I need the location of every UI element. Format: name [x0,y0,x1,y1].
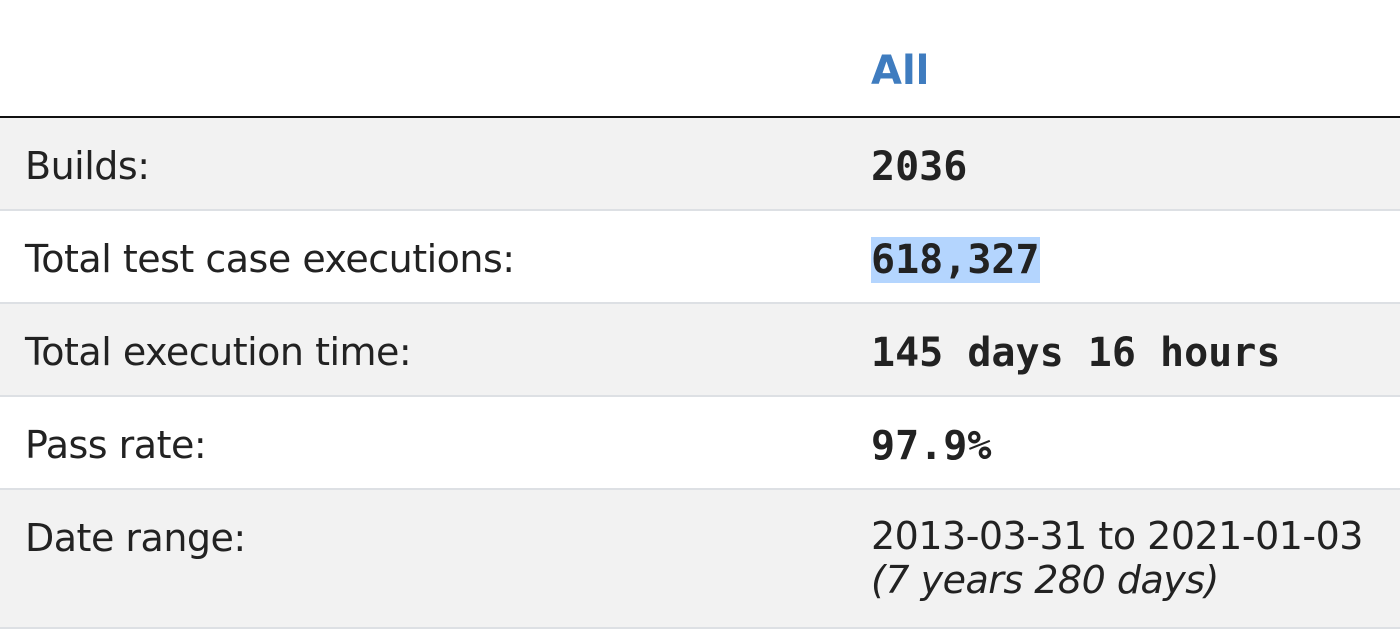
row-value: 618,327 [871,237,1040,283]
row-value: 2013-03-31 to 2021-01-03 [871,514,1363,558]
row-label: Pass rate: [25,423,207,467]
row-label: Total test case executions: [25,237,515,281]
row: Total test case executions: 618,327 [0,211,1400,304]
row-label: Date range: [25,516,246,560]
row-value: 97.9% [871,423,992,469]
header-row: All [0,0,1400,118]
row-label: Builds: [25,144,150,188]
row: Pass rate: 97.9% [0,397,1400,490]
row: Total execution time: 145 days 16 hours [0,304,1400,397]
row-value: 2036 [871,144,968,190]
row-value: 145 days 16 hours [871,330,1281,376]
row: Builds: 2036 [0,118,1400,211]
column-header[interactable]: All [871,48,930,94]
row-value-block: 2013-03-31 to 2021-01-03 (7 years 280 da… [871,514,1363,602]
row: Date range: 2013-03-31 to 2021-01-03 (7 … [0,490,1400,629]
row-label: Total execution time: [25,330,412,374]
row-note: (7 years 280 days) [871,558,1219,602]
